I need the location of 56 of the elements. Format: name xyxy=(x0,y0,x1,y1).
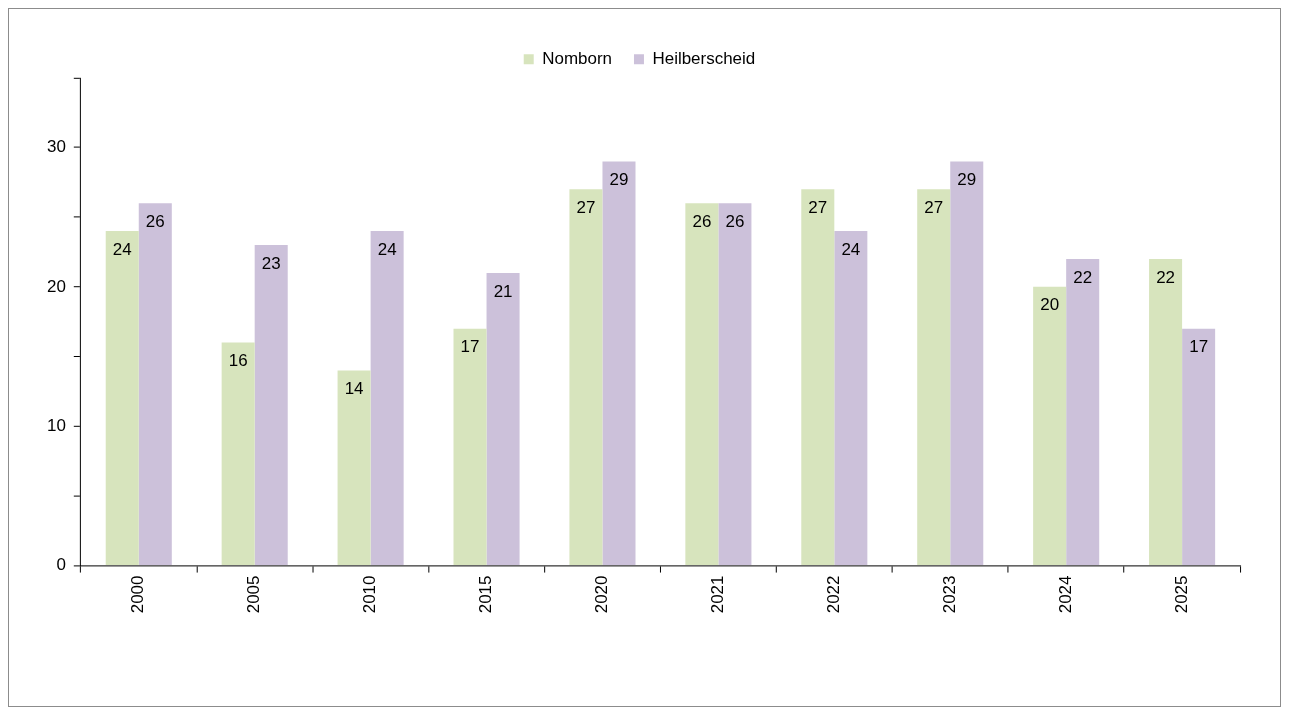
data-label: 17 xyxy=(460,337,480,357)
x-tick-label: 2005 xyxy=(244,575,264,614)
bar xyxy=(834,231,868,566)
bar xyxy=(950,161,984,566)
x-tick-label: 2000 xyxy=(128,575,148,614)
bar xyxy=(569,189,603,566)
bar xyxy=(1033,286,1067,566)
bar xyxy=(105,231,139,566)
data-label: 20 xyxy=(1040,295,1060,315)
bar xyxy=(1066,258,1100,566)
legend-label: Nomborn xyxy=(542,49,612,69)
bar xyxy=(1149,258,1183,566)
x-tick-label: 2022 xyxy=(823,575,843,614)
legend-label: Heilberscheid xyxy=(652,49,756,69)
y-tick-label: 10 xyxy=(46,415,66,435)
data-label: 16 xyxy=(228,351,248,371)
data-label: 29 xyxy=(609,170,629,190)
data-label: 21 xyxy=(493,281,513,301)
data-label: 22 xyxy=(1156,267,1176,287)
bar xyxy=(602,161,636,566)
data-label: 29 xyxy=(957,170,977,190)
x-tick-label: 2020 xyxy=(592,575,612,614)
data-label: 22 xyxy=(1073,267,1093,287)
data-label: 17 xyxy=(1189,337,1209,357)
data-label: 26 xyxy=(145,211,165,231)
data-label: 27 xyxy=(576,197,596,217)
bar xyxy=(1182,328,1216,566)
data-label: 23 xyxy=(261,253,281,273)
bar xyxy=(254,245,288,566)
x-tick-label: 2025 xyxy=(1171,575,1191,614)
bar xyxy=(138,203,172,566)
bar xyxy=(718,203,752,566)
bar xyxy=(685,203,719,566)
x-tick-label: 2015 xyxy=(476,575,496,614)
data-label: 24 xyxy=(841,239,861,259)
x-tick-label: 2024 xyxy=(1055,575,1075,614)
y-tick-label: 0 xyxy=(56,555,66,575)
x-tick-label: 2021 xyxy=(708,575,728,614)
data-label: 24 xyxy=(112,239,132,259)
x-tick-label: 2023 xyxy=(939,575,959,614)
data-label: 26 xyxy=(725,211,745,231)
bar xyxy=(486,272,520,566)
bar xyxy=(801,189,835,566)
bar xyxy=(221,342,255,566)
bar xyxy=(917,189,951,566)
data-label: 27 xyxy=(924,197,944,217)
bar xyxy=(370,231,404,566)
data-label: 14 xyxy=(344,379,364,399)
data-label: 24 xyxy=(377,239,397,259)
bar xyxy=(337,370,371,566)
bar xyxy=(453,328,487,566)
x-tick-label: 2010 xyxy=(360,575,380,614)
y-tick-label: 20 xyxy=(46,276,66,296)
data-label: 26 xyxy=(692,211,712,231)
y-tick-label: 30 xyxy=(46,137,66,157)
data-label: 27 xyxy=(808,197,828,217)
